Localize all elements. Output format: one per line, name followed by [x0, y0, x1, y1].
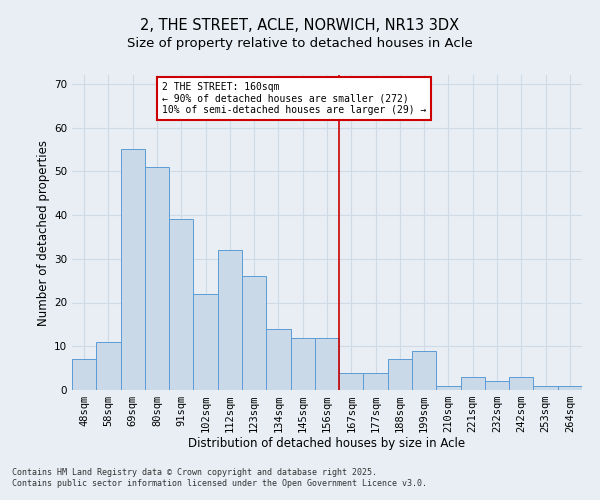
Text: 2 THE STREET: 160sqm
← 90% of detached houses are smaller (272)
10% of semi-deta: 2 THE STREET: 160sqm ← 90% of detached h… [162, 82, 426, 115]
X-axis label: Distribution of detached houses by size in Acle: Distribution of detached houses by size … [188, 436, 466, 450]
Text: 2, THE STREET, ACLE, NORWICH, NR13 3DX: 2, THE STREET, ACLE, NORWICH, NR13 3DX [140, 18, 460, 32]
Bar [461, 377, 485, 390]
Bar [218, 250, 242, 390]
Bar [290, 338, 315, 390]
Bar [96, 342, 121, 390]
Bar [388, 360, 412, 390]
Text: Size of property relative to detached houses in Acle: Size of property relative to detached ho… [127, 38, 473, 51]
Text: Contains HM Land Registry data © Crown copyright and database right 2025.
Contai: Contains HM Land Registry data © Crown c… [12, 468, 427, 487]
Bar [121, 150, 145, 390]
Bar [412, 350, 436, 390]
Bar [315, 338, 339, 390]
Bar [509, 377, 533, 390]
Bar [169, 220, 193, 390]
Bar [364, 372, 388, 390]
Bar [339, 372, 364, 390]
Bar [242, 276, 266, 390]
Bar [193, 294, 218, 390]
Bar [436, 386, 461, 390]
Bar [485, 381, 509, 390]
Bar [145, 167, 169, 390]
Y-axis label: Number of detached properties: Number of detached properties [37, 140, 50, 326]
Bar [558, 386, 582, 390]
Bar [72, 360, 96, 390]
Bar [266, 329, 290, 390]
Bar [533, 386, 558, 390]
